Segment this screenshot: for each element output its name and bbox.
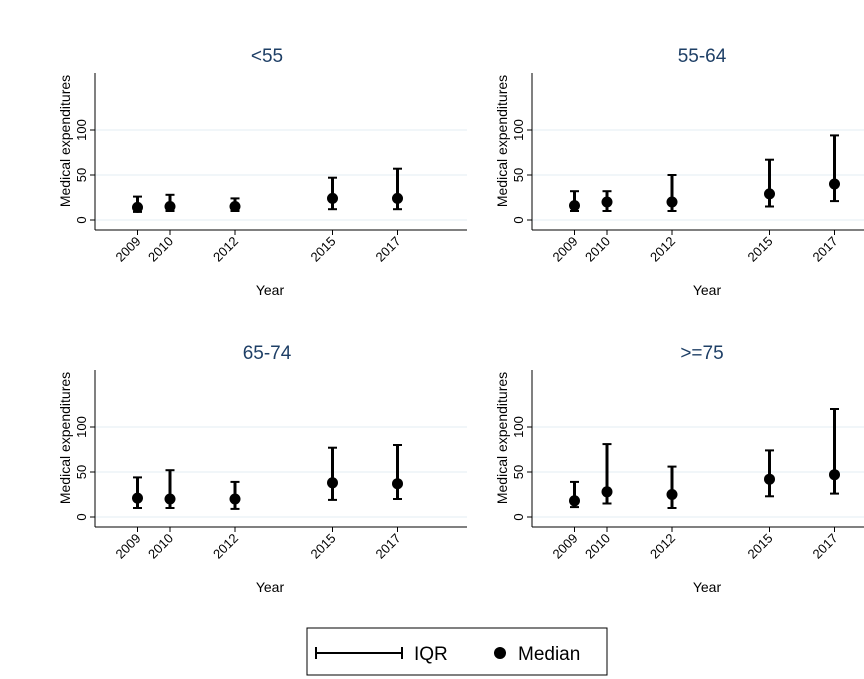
median-point <box>666 489 678 500</box>
x-tick-label: 2010 <box>582 531 613 562</box>
x-tick-label: 2015 <box>308 531 339 562</box>
median-point <box>229 201 241 212</box>
median-point <box>164 493 176 505</box>
median-point <box>327 477 338 489</box>
x-tick-label: 2012 <box>647 531 678 562</box>
median-point <box>392 192 403 204</box>
x-tick-label: 2009 <box>550 234 581 265</box>
y-tick-label: 50 <box>511 465 526 479</box>
median-point <box>764 188 775 200</box>
legend-median-symbol <box>494 647 506 659</box>
y-axis-label: Medical expenditures <box>494 372 510 504</box>
y-axis-label: Medical expenditures <box>494 75 510 207</box>
median-point <box>229 493 241 505</box>
x-tick-label: 2012 <box>210 234 241 265</box>
x-axis-label: Year <box>693 282 722 298</box>
median-point <box>569 200 580 212</box>
median-point <box>327 192 338 204</box>
x-tick-label: 2017 <box>810 234 841 265</box>
legend-label-median: Median <box>518 644 580 665</box>
x-tick-label: 2010 <box>145 234 176 265</box>
y-tick-label: 100 <box>74 119 89 141</box>
y-tick-label: 0 <box>74 513 89 520</box>
x-tick-label: 2009 <box>113 531 144 562</box>
y-tick-label: 0 <box>74 216 89 223</box>
y-axis-label: Medical expenditures <box>57 372 73 504</box>
x-tick-label: 2017 <box>810 531 841 562</box>
legend-box <box>306 627 608 676</box>
median-point <box>764 473 775 485</box>
y-tick-label: 50 <box>74 465 89 479</box>
y-tick-label: 0 <box>511 216 526 223</box>
y-tick-label: 100 <box>511 119 526 141</box>
median-point <box>666 196 678 208</box>
x-tick-label: 2015 <box>308 234 339 265</box>
y-tick-label: 50 <box>511 168 526 182</box>
median-point <box>829 178 840 190</box>
x-tick-label: 2017 <box>373 531 404 562</box>
median-point <box>392 478 403 490</box>
x-axis-label: Year <box>256 579 285 595</box>
x-tick-label: 2010 <box>582 234 613 265</box>
median-point <box>132 201 143 213</box>
median-point <box>829 469 840 481</box>
x-axis-label: Year <box>693 579 722 595</box>
x-tick-label: 2009 <box>113 234 144 265</box>
x-tick-label: 2012 <box>647 234 678 265</box>
panel-title: >=75 <box>680 343 723 364</box>
panel-title: 55-64 <box>678 46 727 67</box>
median-point <box>601 486 613 498</box>
median-point <box>164 201 176 212</box>
x-tick-label: 2010 <box>145 531 176 562</box>
x-tick-label: 2009 <box>550 531 581 562</box>
x-tick-label: 2015 <box>745 531 776 562</box>
y-tick-label: 0 <box>511 513 526 520</box>
legend: IQR Median <box>306 627 608 676</box>
x-axis-label: Year <box>256 282 285 298</box>
median-point <box>601 196 613 208</box>
x-tick-label: 2015 <box>745 234 776 265</box>
y-tick-label: 100 <box>511 416 526 438</box>
median-point <box>132 492 143 504</box>
legend-label-iqr: IQR <box>414 644 448 665</box>
panel-title: 65-74 <box>243 343 292 364</box>
median-point <box>569 495 580 507</box>
y-tick-label: 50 <box>74 168 89 182</box>
x-tick-label: 2017 <box>373 234 404 265</box>
y-tick-label: 100 <box>74 416 89 438</box>
y-axis-label: Medical expenditures <box>57 75 73 207</box>
panel-title: <55 <box>251 46 283 67</box>
x-tick-label: 2012 <box>210 531 241 562</box>
